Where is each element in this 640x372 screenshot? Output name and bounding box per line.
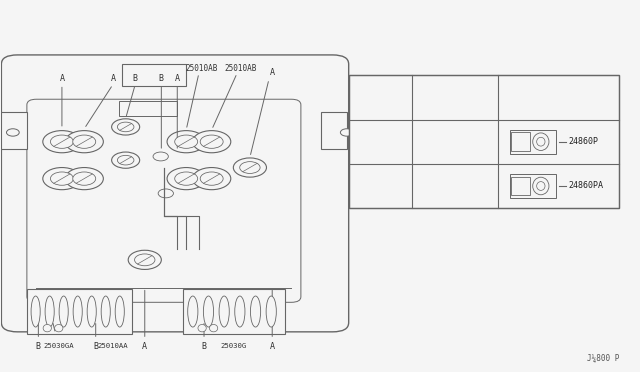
Circle shape	[73, 135, 96, 148]
Ellipse shape	[532, 177, 549, 195]
Circle shape	[43, 131, 81, 153]
Circle shape	[167, 131, 205, 153]
Text: 25030GA: 25030GA	[44, 343, 74, 349]
Circle shape	[167, 167, 205, 190]
Ellipse shape	[45, 296, 54, 327]
Text: A: A	[111, 74, 115, 83]
Text: LOCATION: LOCATION	[361, 93, 400, 102]
Bar	[27, 289, 132, 334]
Text: 14V-3.8W: 14V-3.8W	[433, 137, 476, 146]
Bar	[1, 112, 27, 149]
Ellipse shape	[59, 296, 68, 327]
Circle shape	[134, 254, 155, 266]
Text: B: B	[378, 182, 383, 190]
Circle shape	[128, 250, 161, 269]
Bar	[511, 132, 530, 151]
Text: A: A	[142, 342, 147, 351]
Circle shape	[234, 158, 266, 177]
Text: B: B	[202, 342, 207, 351]
Circle shape	[111, 152, 140, 168]
Circle shape	[51, 135, 74, 148]
Bar	[510, 174, 556, 198]
Circle shape	[117, 155, 134, 165]
Circle shape	[240, 161, 260, 173]
Ellipse shape	[115, 296, 124, 327]
Ellipse shape	[198, 324, 206, 332]
Text: 14V-1.3W: 14V-1.3W	[433, 182, 476, 190]
Ellipse shape	[188, 296, 198, 327]
Circle shape	[51, 172, 74, 185]
Circle shape	[111, 119, 140, 135]
Ellipse shape	[204, 296, 214, 327]
Circle shape	[65, 131, 103, 153]
Text: A: A	[378, 137, 383, 146]
Bar	[119, 101, 177, 116]
FancyBboxPatch shape	[27, 99, 301, 302]
Ellipse shape	[101, 296, 110, 327]
Ellipse shape	[537, 137, 545, 146]
Text: B: B	[36, 342, 41, 351]
Text: 25010AA: 25010AA	[97, 343, 128, 349]
Text: 25010AB: 25010AB	[186, 64, 218, 73]
Ellipse shape	[219, 296, 229, 327]
Ellipse shape	[209, 324, 218, 332]
Bar	[122, 64, 186, 86]
Ellipse shape	[537, 182, 545, 190]
Ellipse shape	[87, 296, 96, 327]
Text: 25010AB: 25010AB	[224, 64, 257, 73]
Circle shape	[158, 189, 173, 198]
Text: A: A	[269, 342, 275, 351]
Ellipse shape	[235, 296, 245, 327]
Circle shape	[200, 135, 223, 148]
Ellipse shape	[31, 296, 40, 327]
Bar	[349, 75, 620, 208]
Circle shape	[175, 135, 198, 148]
Circle shape	[65, 167, 103, 190]
Circle shape	[117, 122, 134, 132]
Bar	[183, 289, 285, 334]
Text: 24860PA: 24860PA	[568, 182, 604, 190]
Circle shape	[200, 172, 223, 185]
Ellipse shape	[43, 324, 51, 332]
Bar	[349, 75, 620, 208]
Bar	[511, 177, 530, 195]
Text: B: B	[132, 74, 138, 83]
Ellipse shape	[73, 296, 83, 327]
Text: A: A	[175, 74, 180, 83]
Circle shape	[340, 129, 353, 136]
Text: 25030G: 25030G	[221, 343, 247, 349]
Text: SPECIFICATION: SPECIFICATION	[423, 93, 486, 102]
Text: CODE NO.: CODE NO.	[539, 93, 578, 102]
Bar	[321, 112, 347, 149]
Circle shape	[193, 131, 231, 153]
Text: A: A	[60, 74, 65, 83]
FancyBboxPatch shape	[1, 55, 349, 332]
Circle shape	[193, 167, 231, 190]
Text: B: B	[159, 74, 164, 83]
Text: A: A	[269, 68, 275, 77]
Text: J¼800 P: J¼800 P	[587, 353, 620, 362]
Ellipse shape	[250, 296, 260, 327]
Circle shape	[73, 172, 96, 185]
Circle shape	[153, 152, 168, 161]
Circle shape	[6, 129, 19, 136]
Ellipse shape	[532, 133, 549, 150]
Text: 24860P: 24860P	[568, 137, 598, 146]
Circle shape	[175, 172, 198, 185]
Text: B: B	[93, 342, 98, 351]
Ellipse shape	[266, 296, 276, 327]
Circle shape	[43, 167, 81, 190]
Bar	[510, 129, 556, 154]
Ellipse shape	[54, 324, 63, 332]
